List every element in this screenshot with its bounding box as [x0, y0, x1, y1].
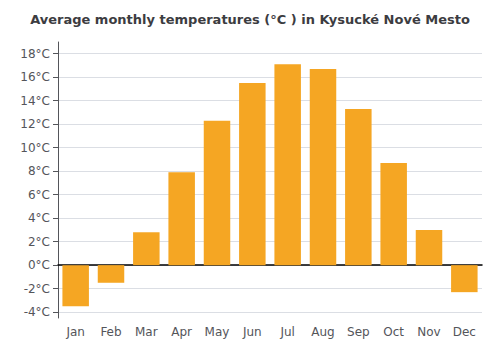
- svg-text:Dec: Dec: [453, 325, 476, 339]
- svg-text:Apr: Apr: [171, 325, 192, 339]
- svg-text:10°C: 10°C: [20, 141, 50, 155]
- svg-text:-2°C: -2°C: [24, 282, 50, 296]
- svg-text:12°C: 12°C: [20, 117, 50, 131]
- svg-text:Jun: Jun: [242, 325, 262, 339]
- svg-text:Mar: Mar: [135, 325, 158, 339]
- svg-text:May: May: [205, 325, 230, 339]
- svg-text:18°C: 18°C: [20, 47, 50, 61]
- svg-text:2°C: 2°C: [28, 235, 50, 249]
- svg-text:Jul: Jul: [279, 325, 294, 339]
- svg-text:Sep: Sep: [347, 325, 370, 339]
- svg-text:Average monthly temperatures (: Average monthly temperatures (°C ) in Ky…: [30, 12, 470, 27]
- svg-text:6°C: 6°C: [28, 188, 50, 202]
- svg-text:16°C: 16°C: [20, 70, 50, 84]
- svg-text:Oct: Oct: [383, 325, 404, 339]
- svg-text:8°C: 8°C: [28, 164, 50, 178]
- svg-text:0°C: 0°C: [28, 258, 50, 272]
- svg-text:Jan: Jan: [65, 325, 85, 339]
- svg-text:Feb: Feb: [100, 325, 121, 339]
- svg-text:14°C: 14°C: [20, 94, 50, 108]
- svg-text:4°C: 4°C: [28, 211, 50, 225]
- svg-text:Aug: Aug: [311, 325, 334, 339]
- svg-text:Nov: Nov: [417, 325, 440, 339]
- svg-text:-4°C: -4°C: [24, 305, 50, 319]
